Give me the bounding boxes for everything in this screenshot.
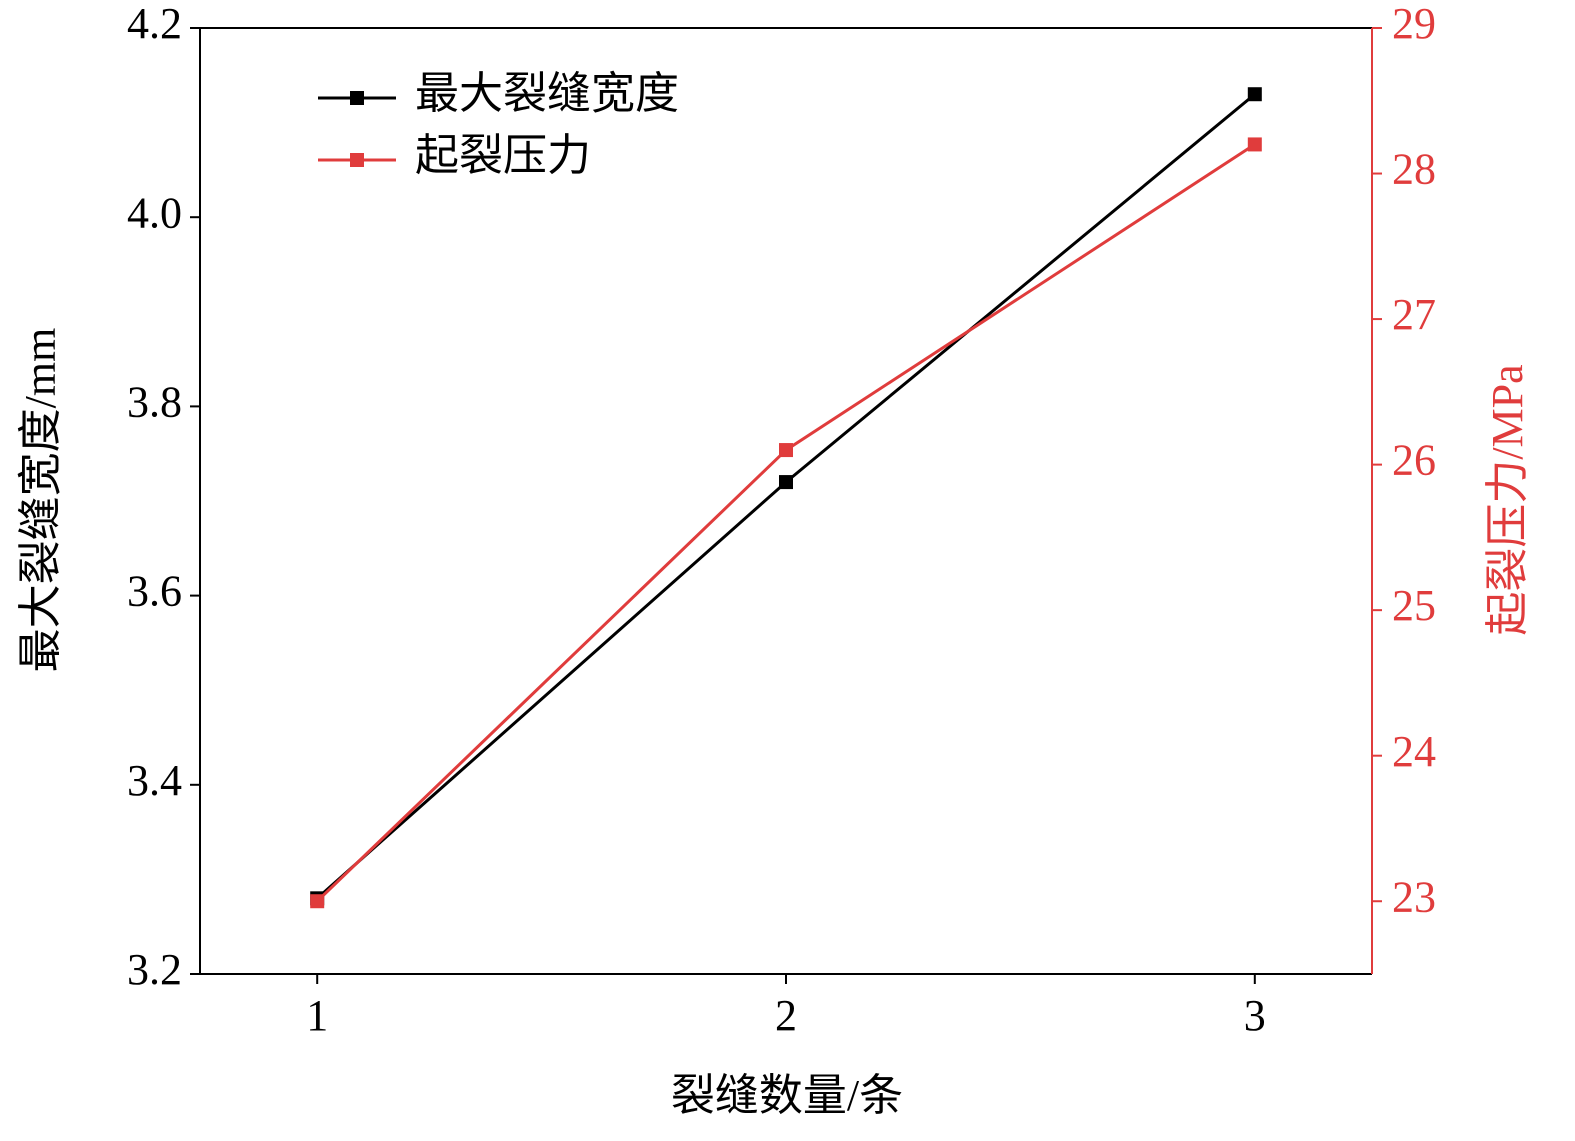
y-tick-label: 3.4 (127, 756, 182, 805)
marker (779, 475, 793, 490)
legend-label: 起裂压力 (415, 131, 591, 180)
x-tick-label: 1 (306, 991, 328, 1040)
marker (779, 443, 793, 458)
y2-axis-label: 起裂压力/MPa (1483, 364, 1532, 635)
y2-tick-label: 28 (1392, 145, 1436, 194)
y2-tick-label: 23 (1392, 872, 1436, 921)
y-tick-label: 4.2 (127, 0, 182, 48)
x-axis-label: 裂缝数量/条 (671, 1071, 903, 1120)
x-tick-label: 3 (1244, 991, 1266, 1040)
y2-tick-label: 24 (1392, 727, 1436, 776)
y-tick-label: 3.8 (127, 377, 182, 426)
legend-label: 最大裂缝宽度 (415, 69, 679, 118)
marker (1247, 137, 1262, 152)
y-tick-label: 4.0 (127, 188, 182, 237)
y2-tick-label: 26 (1392, 436, 1436, 485)
series-line (316, 93, 1256, 900)
marker (1247, 87, 1262, 102)
y2-tick-label: 27 (1392, 290, 1436, 339)
y-tick-label: 3.2 (127, 945, 182, 994)
y2-tick-label: 29 (1392, 0, 1436, 48)
y-axis-label: 最大裂缝宽度/mm (16, 328, 65, 673)
y-tick-label: 3.6 (127, 567, 182, 616)
legend-marker (350, 153, 364, 167)
series-line (316, 143, 1256, 903)
legend-marker (350, 91, 364, 105)
marker (310, 894, 325, 909)
y2-tick-label: 25 (1392, 581, 1436, 630)
x-tick-label: 2 (775, 991, 797, 1040)
